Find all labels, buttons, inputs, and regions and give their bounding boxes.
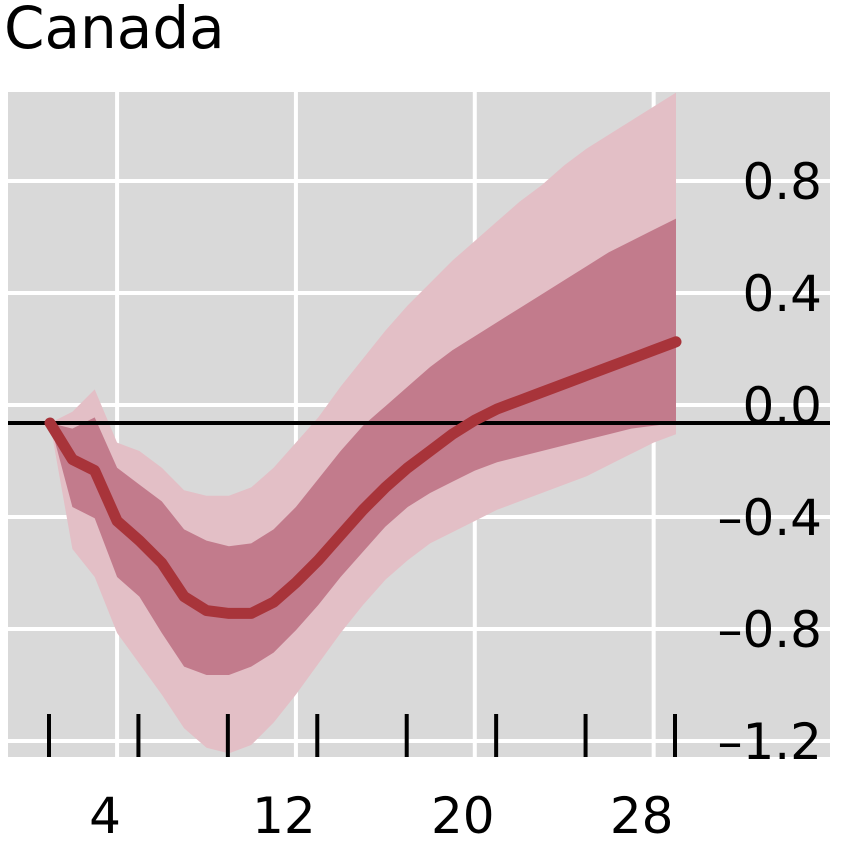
x-tick-label: 4 <box>89 787 121 845</box>
chart-title: Canada <box>4 0 225 62</box>
y-tick-label: –0.4 <box>717 489 822 547</box>
y-tick-label: –0.8 <box>717 601 822 659</box>
x-tick-label: 12 <box>252 787 316 845</box>
x-tick-label: 20 <box>431 787 495 845</box>
series-line <box>44 336 682 619</box>
y-tick-label: 0.8 <box>742 153 822 211</box>
y-tick-label: 0.0 <box>742 377 822 435</box>
y-tick-label: 0.4 <box>742 265 822 323</box>
x-tick-label: 28 <box>610 787 674 845</box>
y-tick-label: –1.2 <box>717 713 822 771</box>
inner-confidence-band <box>50 218 676 675</box>
